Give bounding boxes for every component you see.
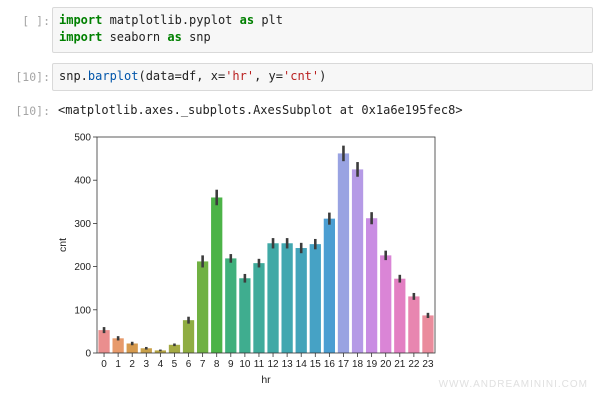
bar — [112, 338, 124, 353]
x-tick-label: 13 — [282, 359, 294, 370]
output-text: <matplotlib.axes._subplots.AxesSubplot a… — [58, 103, 463, 117]
x-tick-label: 6 — [186, 359, 192, 370]
bar — [281, 243, 293, 353]
bar — [239, 278, 251, 353]
output-prompt: [10]: — [15, 104, 50, 118]
y-tick-label: 200 — [74, 262, 91, 273]
code-token: (data=df, x= — [138, 69, 226, 83]
y-tick-label: 100 — [74, 305, 91, 316]
x-tick-label: 15 — [310, 359, 322, 370]
y-tick-label: 500 — [74, 133, 91, 144]
bar-series — [98, 145, 434, 353]
code-token: , y= — [254, 69, 283, 83]
bar — [154, 350, 167, 353]
code-token: ) — [319, 69, 327, 83]
y-tick-label: 0 — [85, 349, 91, 360]
bar — [98, 330, 110, 353]
bar — [394, 278, 406, 353]
x-tick-label: 4 — [158, 359, 164, 370]
code-token: as — [239, 13, 255, 27]
code-token: snp — [181, 30, 211, 44]
bar — [351, 169, 364, 353]
code-token: barplot — [87, 69, 139, 83]
x-tick-label: 14 — [296, 359, 308, 370]
cell-prompt: [10]: — [15, 70, 50, 84]
code-line: import seaborn as snp — [59, 29, 586, 46]
x-tick-label: 18 — [352, 359, 364, 370]
x-tick-label: 20 — [380, 359, 392, 370]
code-token: plt — [254, 13, 283, 27]
x-tick-label: 7 — [200, 359, 206, 370]
code-token: import — [59, 13, 103, 27]
code-line: snp.barplot(data=df, x='hr', y='cnt') — [59, 68, 586, 85]
y-tick-label: 300 — [74, 219, 91, 230]
code-token: seaborn — [102, 30, 168, 44]
bar — [337, 153, 350, 353]
x-tick-label: 12 — [267, 359, 279, 370]
x-tick-label: 2 — [129, 359, 135, 370]
bar — [182, 320, 195, 353]
y-axis: 0 100 200 300 400 500 — [74, 133, 97, 360]
bar — [295, 248, 307, 353]
bar — [225, 258, 237, 353]
bar — [422, 315, 434, 353]
x-tick-label: 16 — [324, 359, 336, 370]
code-line: import matplotlib.pyplot as plt — [59, 12, 586, 29]
x-tick-label: 21 — [394, 359, 406, 370]
x-tick-label: 10 — [239, 359, 251, 370]
x-tick-label: 1 — [115, 359, 121, 370]
x-tick-label: 22 — [408, 359, 420, 370]
bar — [196, 261, 209, 353]
x-axis: 0 1 2 3 4 5 6 7 8 9 10 11 12 13 14 15 16 17 18 19 20 21 22 23 — [101, 353, 434, 370]
cell-prompt: [ ]: — [22, 14, 50, 28]
code-token: 'hr' — [225, 69, 255, 83]
x-tick-label: 8 — [214, 359, 220, 370]
bar — [309, 244, 321, 353]
code-token: 'cnt' — [283, 69, 320, 83]
bar — [365, 218, 378, 353]
watermark: WWW.ANDREAMININI.COM — [438, 379, 588, 390]
x-tick-label: 23 — [422, 359, 434, 370]
code-token: import — [59, 30, 103, 44]
code-token: snp. — [59, 69, 88, 83]
bar — [211, 197, 223, 353]
x-axis-label: hr — [261, 374, 271, 386]
x-tick-label: 11 — [254, 359, 265, 370]
code-token: as — [167, 30, 182, 44]
bar — [126, 343, 138, 353]
x-tick-label: 0 — [101, 359, 107, 370]
bar — [253, 263, 265, 353]
x-tick-label: 5 — [172, 359, 178, 370]
code-cell-barplot[interactable]: snp.barplot(data=df, x='hr', y='cnt') — [52, 63, 593, 91]
y-tick-label: 400 — [74, 176, 91, 187]
x-tick-label: 3 — [144, 359, 150, 370]
bar — [267, 243, 279, 353]
x-tick-label: 17 — [338, 359, 350, 370]
bar — [323, 218, 336, 353]
x-tick-label: 9 — [228, 359, 234, 370]
bar — [408, 296, 420, 353]
plot-frame — [96, 136, 436, 354]
x-tick-label: 19 — [366, 359, 378, 370]
bar — [140, 348, 152, 353]
bar — [168, 344, 181, 353]
y-axis-label: cnt — [57, 238, 69, 252]
bar — [380, 255, 392, 353]
code-token: matplotlib.pyplot — [102, 13, 240, 27]
code-cell-imports[interactable]: import matplotlib.pyplot as plt import s… — [52, 7, 593, 53]
